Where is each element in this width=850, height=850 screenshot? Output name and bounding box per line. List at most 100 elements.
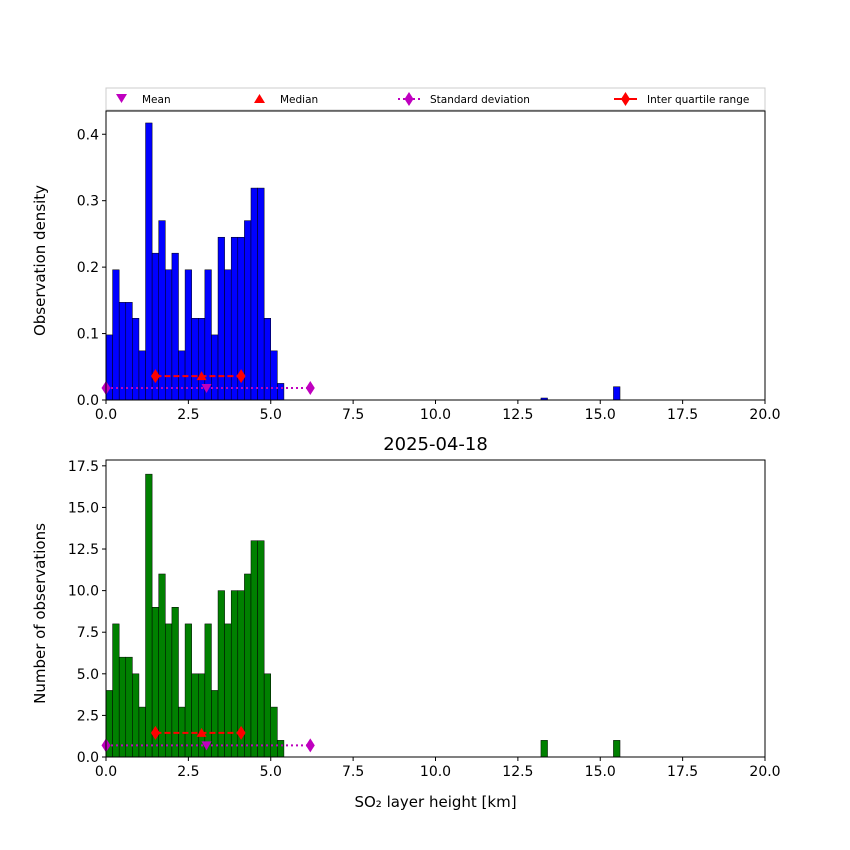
histogram-bar bbox=[211, 334, 219, 401]
y-tick-label: 2.5 bbox=[77, 708, 99, 724]
legend-item-mean: Mean bbox=[116, 94, 171, 106]
y-tick-label: 0.0 bbox=[77, 750, 99, 766]
legend-label-standard-deviation: Standard deviation bbox=[430, 94, 530, 106]
y-tick-label: 5.0 bbox=[77, 667, 99, 683]
x-tick-label: 12.5 bbox=[502, 407, 533, 423]
histogram-bar bbox=[118, 302, 127, 401]
histogram-bar bbox=[270, 350, 278, 401]
histogram-bar bbox=[613, 740, 621, 758]
triangle-up-icon bbox=[254, 94, 265, 103]
y-tick-label: 15.0 bbox=[68, 500, 99, 516]
density-bars bbox=[105, 122, 621, 401]
count-bars bbox=[105, 473, 621, 758]
mean-marker bbox=[201, 741, 212, 751]
y-axis-label: Observation density bbox=[31, 185, 49, 336]
histogram-bar bbox=[540, 740, 548, 758]
x-tick-label: 20.0 bbox=[749, 764, 780, 780]
legend-label-inter-quartile-range: Inter quartile range bbox=[647, 94, 749, 106]
x-tick-label: 7.5 bbox=[342, 407, 364, 423]
y-tick-label: 17.5 bbox=[68, 459, 99, 475]
legend-item-median: Median bbox=[254, 94, 318, 106]
y-axis-label: Number of observations bbox=[31, 523, 49, 704]
histogram-bar bbox=[277, 740, 285, 758]
x-tick-label: 0.0 bbox=[95, 407, 117, 423]
x-tick-label: 15.0 bbox=[585, 764, 616, 780]
histogram-bar bbox=[112, 623, 120, 758]
diamond-icon bbox=[404, 92, 414, 106]
histogram-bar bbox=[244, 573, 252, 758]
inter-quartile-range-marker bbox=[150, 725, 160, 740]
x-tick-label: 5.0 bbox=[260, 764, 282, 780]
y-tick-label: 0.1 bbox=[77, 327, 99, 343]
histogram-bar bbox=[270, 706, 278, 758]
y-tick-label: 0.3 bbox=[77, 194, 99, 210]
y-tick-label: 10.0 bbox=[68, 584, 99, 600]
x-tick-label: 20.0 bbox=[749, 407, 780, 423]
histogram-bar bbox=[171, 607, 179, 758]
histogram-bar bbox=[257, 187, 265, 401]
histogram-bar bbox=[613, 386, 621, 401]
x-axis-ticks: 0.0 2.5 5.0 7.5 10.0 12.5 15.0 17.5 20.0 bbox=[95, 400, 781, 423]
median-marker bbox=[196, 727, 207, 737]
x-tick-label: 7.5 bbox=[342, 764, 364, 780]
histogram-bar bbox=[158, 573, 166, 758]
histogram-bar bbox=[224, 623, 232, 758]
median-marker bbox=[196, 371, 207, 381]
standard-deviation-marker bbox=[305, 738, 315, 753]
y-tick-label: 7.5 bbox=[77, 625, 99, 641]
diamond-icon bbox=[621, 92, 630, 106]
histogram-bar bbox=[211, 690, 219, 758]
histogram-bar bbox=[158, 220, 166, 401]
legend-item-standard-deviation: Standard deviation bbox=[398, 92, 530, 106]
histogram-bar bbox=[250, 540, 258, 758]
histogram-bar bbox=[138, 350, 146, 401]
chart-title: 2025-04-18 bbox=[383, 434, 488, 455]
histogram-bar bbox=[184, 269, 192, 401]
standard-deviation-marker bbox=[305, 381, 315, 396]
histogram-bar bbox=[125, 302, 133, 401]
x-tick-label: 17.5 bbox=[667, 764, 698, 780]
histogram-bar bbox=[118, 656, 127, 758]
legend-label-mean: Mean bbox=[142, 94, 171, 106]
x-tick-label: 15.0 bbox=[585, 407, 616, 423]
x-tick-label: 12.5 bbox=[502, 764, 533, 780]
legend-label-median: Median bbox=[280, 94, 318, 106]
histogram-bar bbox=[138, 706, 146, 758]
histogram-bar bbox=[250, 187, 258, 401]
histogram-bar bbox=[277, 383, 285, 401]
y-axis-ticks: 0.0 0.1 0.2 0.3 0.4 bbox=[77, 127, 106, 409]
triangle-down-icon bbox=[116, 94, 127, 103]
histogram-bar bbox=[257, 540, 265, 758]
count-statistics-markers bbox=[101, 725, 315, 753]
legend-item-inter-quartile-range: Inter quartile range bbox=[614, 92, 749, 106]
histogram-bar bbox=[244, 220, 252, 401]
x-tick-label: 5.0 bbox=[260, 407, 282, 423]
histogram-bar bbox=[165, 623, 173, 758]
x-tick-label: 2.5 bbox=[177, 764, 199, 780]
legend: Mean Median Standard deviation Inter qua… bbox=[105, 87, 766, 111]
histogram-bar bbox=[224, 269, 232, 401]
y-tick-label: 0.4 bbox=[77, 127, 99, 143]
x-tick-label: 10.0 bbox=[420, 764, 451, 780]
y-axis-ticks: 0.0 2.5 5.0 7.5 10.0 12.5 15.0 17.5 bbox=[68, 459, 106, 766]
x-tick-label: 0.0 bbox=[95, 764, 117, 780]
x-axis-ticks: 0.0 2.5 5.0 7.5 10.0 12.5 15.0 17.5 20.0 bbox=[95, 757, 781, 780]
inter-quartile-range-marker bbox=[236, 369, 246, 384]
y-tick-label: 0.0 bbox=[77, 393, 99, 409]
y-tick-label: 0.2 bbox=[77, 260, 99, 276]
y-tick-label: 12.5 bbox=[68, 542, 99, 558]
histogram-bar bbox=[184, 623, 192, 758]
mean-marker bbox=[201, 384, 212, 394]
x-tick-label: 10.0 bbox=[420, 407, 451, 423]
inter-quartile-range-marker bbox=[150, 369, 160, 384]
histogram-bar bbox=[171, 252, 179, 401]
histogram-bar bbox=[112, 269, 120, 401]
x-tick-label: 17.5 bbox=[667, 407, 698, 423]
inter-quartile-range-marker bbox=[236, 725, 246, 740]
histogram-bar bbox=[145, 473, 153, 758]
histogram-bar bbox=[204, 623, 212, 758]
density-histogram-panel: 0.0 2.5 5.0 7.5 10.0 12.5 15.0 17.5 20.0 0.00.10… bbox=[31, 110, 781, 423]
legend-frame bbox=[105, 87, 766, 111]
histogram-bar bbox=[125, 656, 133, 758]
